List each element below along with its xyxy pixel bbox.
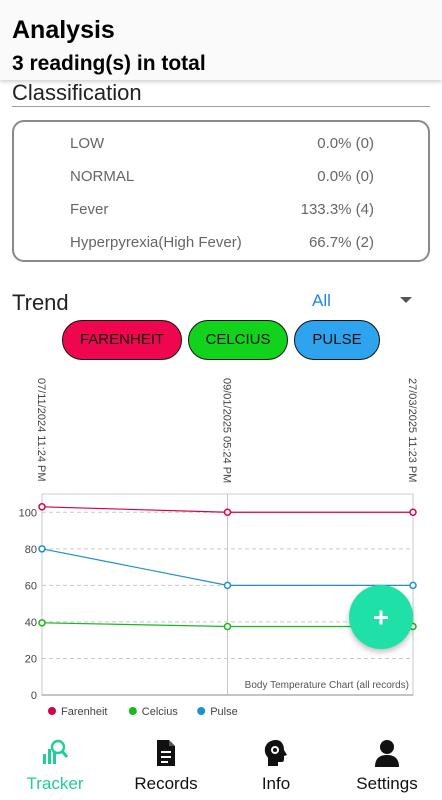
farenheit-chip[interactable]: FARENHEIT <box>62 320 182 360</box>
data-point <box>223 622 232 631</box>
nav-label: Settings <box>356 774 418 793</box>
x-tick-label: 09/01/2025 05:24 PM <box>221 378 233 483</box>
data-point <box>38 545 46 553</box>
classification-label: NORMAL <box>70 168 135 185</box>
legend-label: Farenheit <box>61 706 107 718</box>
chart-description: Body Temperature Chart (all records) <box>245 680 409 691</box>
classification-label: LOW <box>70 135 105 152</box>
legend-label: Pulse <box>210 706 238 718</box>
plus-icon <box>374 610 388 625</box>
nav-label: Tracker <box>26 774 84 793</box>
classification-title: Classification <box>12 80 142 105</box>
trend-filter-value: All <box>312 291 331 310</box>
nav-info[interactable]: Info <box>226 730 326 800</box>
y-tick-label: 60 <box>25 580 37 592</box>
classification-card: LOW 0.0% (0) NORMAL 0.0% (0) Fever 133.3… <box>12 120 430 262</box>
legend-marker <box>197 707 206 715</box>
body-temperature-chart: 0 20 40 60 80 100 07/11/2024 11:24 PM 09/01/202… <box>19 378 418 718</box>
classification-row-normal: NORMAL 0.0% (0) <box>70 166 374 190</box>
data-point <box>38 619 46 627</box>
dropdown-arrow-icon <box>400 297 412 303</box>
section-divider <box>12 106 430 107</box>
app-header: Analysis 3 reading(s) in total <box>0 0 442 80</box>
trend-filter-dropdown[interactable]: All <box>312 290 412 314</box>
classification-value: 133.3% (4) <box>300 201 374 218</box>
data-point <box>223 581 232 590</box>
bottom-navigation: Tracker Records Info Settings <box>0 730 442 800</box>
x-tick-label: 27/03/2025 11:23 PM <box>406 378 418 482</box>
legend-label: Celcius <box>142 706 179 718</box>
page-title: Analysis <box>12 16 115 44</box>
reading-count: 3 reading(s) in total <box>12 52 206 75</box>
tracker-icon <box>43 739 69 764</box>
head-gear-icon <box>264 740 287 766</box>
person-icon <box>375 740 399 767</box>
nav-label: Records <box>134 774 198 793</box>
nav-label: Info <box>261 774 291 793</box>
celcius-chip[interactable]: CELCIUS <box>188 320 288 360</box>
pulse-chip[interactable]: PULSE <box>294 320 380 360</box>
document-icon <box>157 740 175 766</box>
legend-marker <box>128 707 137 715</box>
nav-settings[interactable]: Settings <box>337 730 437 800</box>
classification-row-fever: Fever 133.3% (4) <box>70 199 374 223</box>
classification-value: 0.0% (0) <box>317 168 374 185</box>
nav-tracker[interactable]: Tracker <box>5 730 105 800</box>
data-point <box>38 503 46 511</box>
y-tick-label: 100 <box>19 507 37 519</box>
y-tick-label: 20 <box>25 653 37 665</box>
trend-title: Trend <box>12 290 69 315</box>
data-point <box>409 581 417 590</box>
y-tick-label: 40 <box>25 617 37 629</box>
classification-value: 0.0% (0) <box>317 135 374 152</box>
nav-records[interactable]: Records <box>116 730 216 800</box>
y-tick-label: 80 <box>25 544 37 556</box>
classification-row-hyperpyrexia: Hyperpyrexia(High Fever) 66.7% (2) <box>70 232 374 256</box>
classification-value: 66.7% (2) <box>308 234 374 251</box>
classification-row-low: LOW 0.0% (0) <box>70 133 374 157</box>
classification-label: Hyperpyrexia(High Fever) <box>70 234 242 251</box>
legend-marker <box>48 707 56 715</box>
data-point <box>409 508 417 517</box>
x-tick-label: 07/11/2024 11:24 PM <box>35 378 47 482</box>
add-reading-button[interactable] <box>349 585 413 649</box>
data-point <box>223 508 232 517</box>
y-tick-label: 0 <box>31 690 37 702</box>
classification-label: Fever <box>70 201 109 218</box>
